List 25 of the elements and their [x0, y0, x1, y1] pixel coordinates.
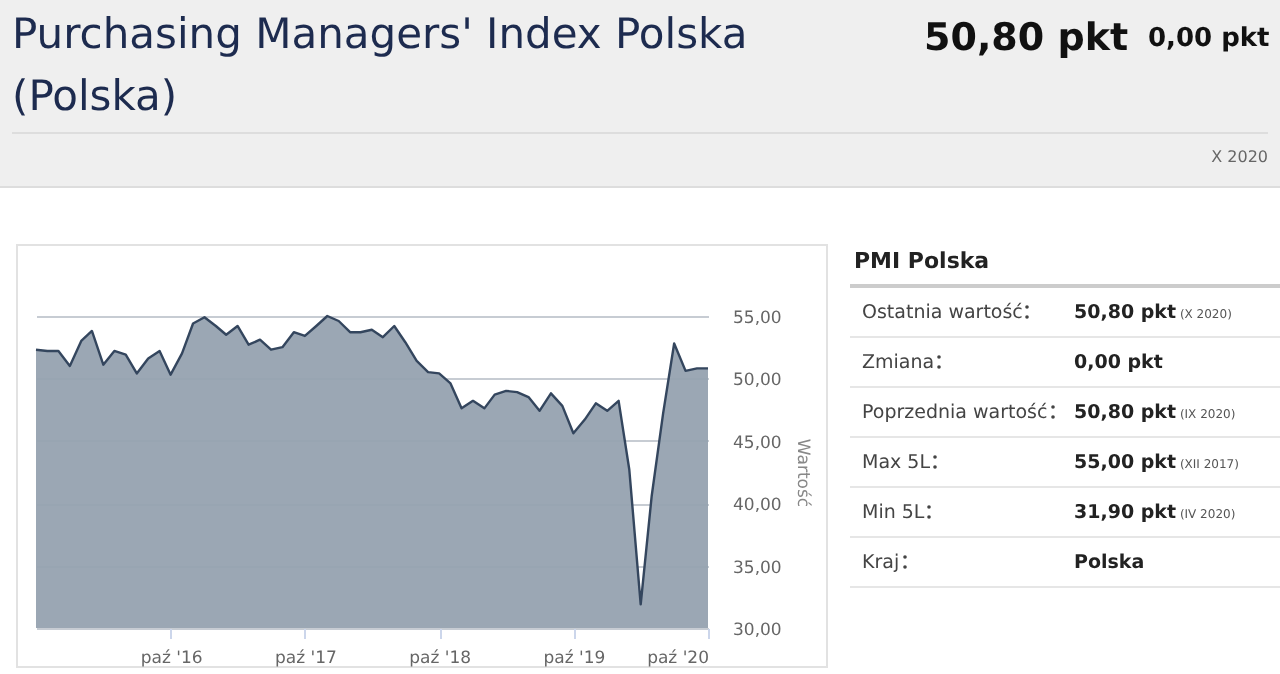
y-tick-label: 35,00	[733, 558, 782, 579]
y-tick-label: 45,00	[733, 433, 782, 454]
category-label: Poprzednia wartość	[862, 401, 1048, 423]
x-tick-label: paź '19	[543, 649, 606, 669]
text: X 2020	[1211, 148, 1268, 166]
y-tick-label: 40,00	[733, 496, 782, 517]
text: 50,80 pkt	[924, 16, 1129, 60]
x-tick-label: paź '16	[140, 649, 203, 669]
category-label: Ostatnia wartość	[862, 301, 1023, 323]
text: PMI Polska	[850, 236, 1280, 288]
x-tick-label: paź '20	[647, 649, 709, 669]
x-tick-label: paź '17	[274, 649, 337, 669]
category-label: Zmiana	[862, 351, 935, 373]
x-tick-label: paź '18	[409, 649, 472, 669]
category-label: Min 5L	[862, 501, 925, 523]
y-tick-label: 50,00	[733, 371, 782, 392]
y-tick-label: 30,00	[733, 621, 782, 641]
category-label: Max 5L	[862, 451, 930, 473]
y-axis-title: Wartość	[791, 438, 812, 508]
text: 0,00 pkt	[1074, 351, 1163, 373]
text: Purchasing Managers' Index Polska (Polska)	[12, 8, 750, 124]
text: 0,00 pkt	[1148, 24, 1270, 54]
y-tick-label: 55,00	[733, 309, 782, 329]
text: Polska	[1074, 551, 1145, 573]
category-label: Kraj	[862, 551, 900, 573]
